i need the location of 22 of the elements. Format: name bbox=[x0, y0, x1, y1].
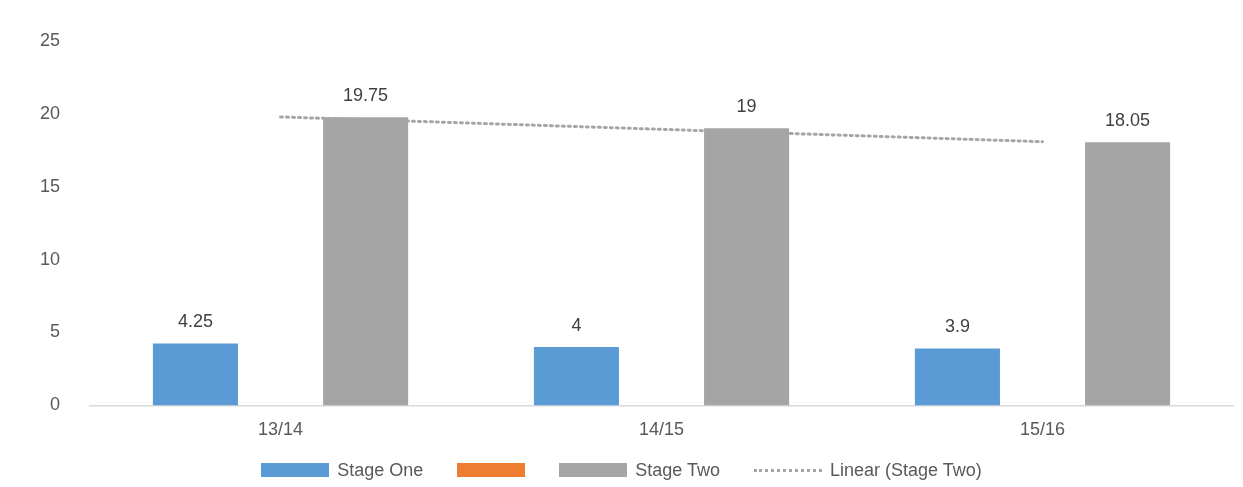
bar bbox=[1085, 142, 1171, 406]
bar bbox=[152, 343, 238, 406]
y-tick-label: 5 bbox=[50, 321, 61, 342]
data-label: 18.05 bbox=[1105, 110, 1151, 131]
y-tick-label: 25 bbox=[39, 29, 61, 50]
y-tick-label: 15 bbox=[39, 175, 61, 196]
y-tick-label: 10 bbox=[39, 248, 61, 269]
bar bbox=[533, 347, 619, 406]
data-label: 19 bbox=[736, 96, 757, 117]
legend-label: Stage One bbox=[337, 459, 424, 481]
y-tick-label: 20 bbox=[39, 102, 61, 123]
data-label: 4.25 bbox=[177, 311, 213, 332]
legend-label: Linear (Stage Two) bbox=[830, 459, 982, 481]
x-tick-label: 14/15 bbox=[638, 419, 685, 440]
y-tick-label: 0 bbox=[50, 394, 61, 415]
x-tick-label: 13/14 bbox=[257, 419, 304, 440]
data-label: 3.9 bbox=[944, 316, 970, 337]
data-label: 19.75 bbox=[343, 85, 389, 106]
x-tick-label: 15/16 bbox=[1019, 419, 1066, 440]
data-label: 4 bbox=[571, 315, 582, 336]
legend-label: Stage Two bbox=[635, 459, 721, 481]
bar bbox=[914, 348, 1000, 406]
